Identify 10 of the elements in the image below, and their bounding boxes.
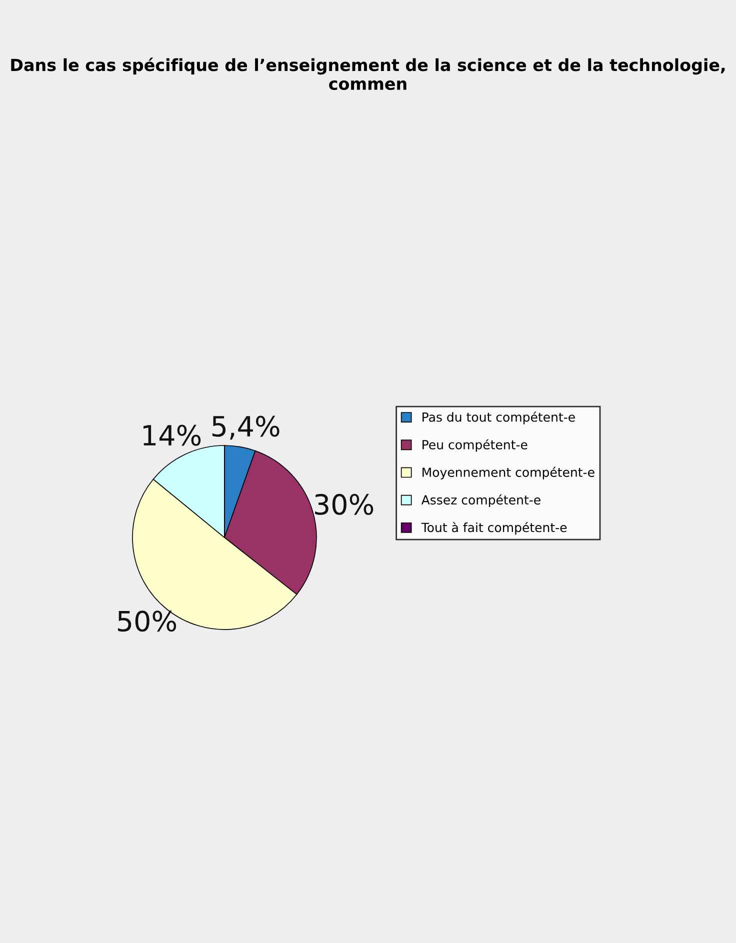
- legend-label: Peu compétent-e: [422, 439, 528, 452]
- data-label: 5,4%: [212, 416, 280, 440]
- data-label: 50%: [118, 610, 176, 632]
- legend-label: Tout à fait compétent-e: [421, 522, 567, 535]
- legend-label: Moyennement compétent-e: [422, 466, 594, 480]
- legend-label: Pas du tout compétent-e: [422, 412, 575, 424]
- data-label: 14%: [143, 424, 201, 446]
- chart-title: Dans le cas spécifique de l’enseignement de la science et de la technologie, commen: [11, 58, 725, 90]
- legend-label: Assez compétent-e: [421, 494, 540, 508]
- data-label: 30%: [315, 494, 374, 515]
